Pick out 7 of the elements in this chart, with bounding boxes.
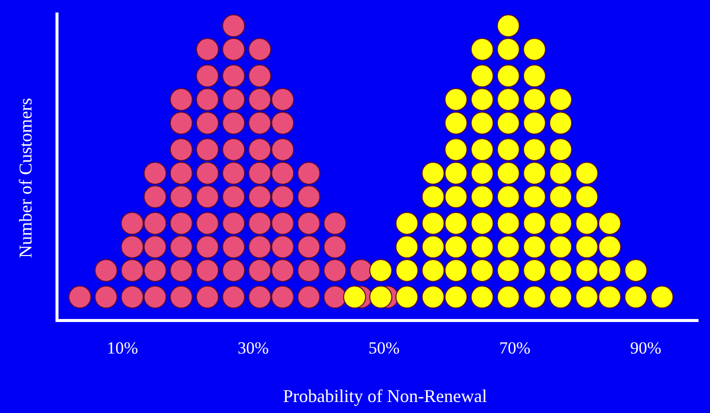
x-tick-label: 70% xyxy=(499,338,530,358)
x-tick-label: 90% xyxy=(630,338,662,358)
x-tick-label: 10% xyxy=(106,338,138,358)
x-axis-title: Probability of Non-Renewal xyxy=(282,386,488,407)
x-tick-label: 30% xyxy=(238,338,269,358)
x-tick-label: 50% xyxy=(368,338,400,358)
y-axis-title: Number of Customers xyxy=(16,98,36,258)
